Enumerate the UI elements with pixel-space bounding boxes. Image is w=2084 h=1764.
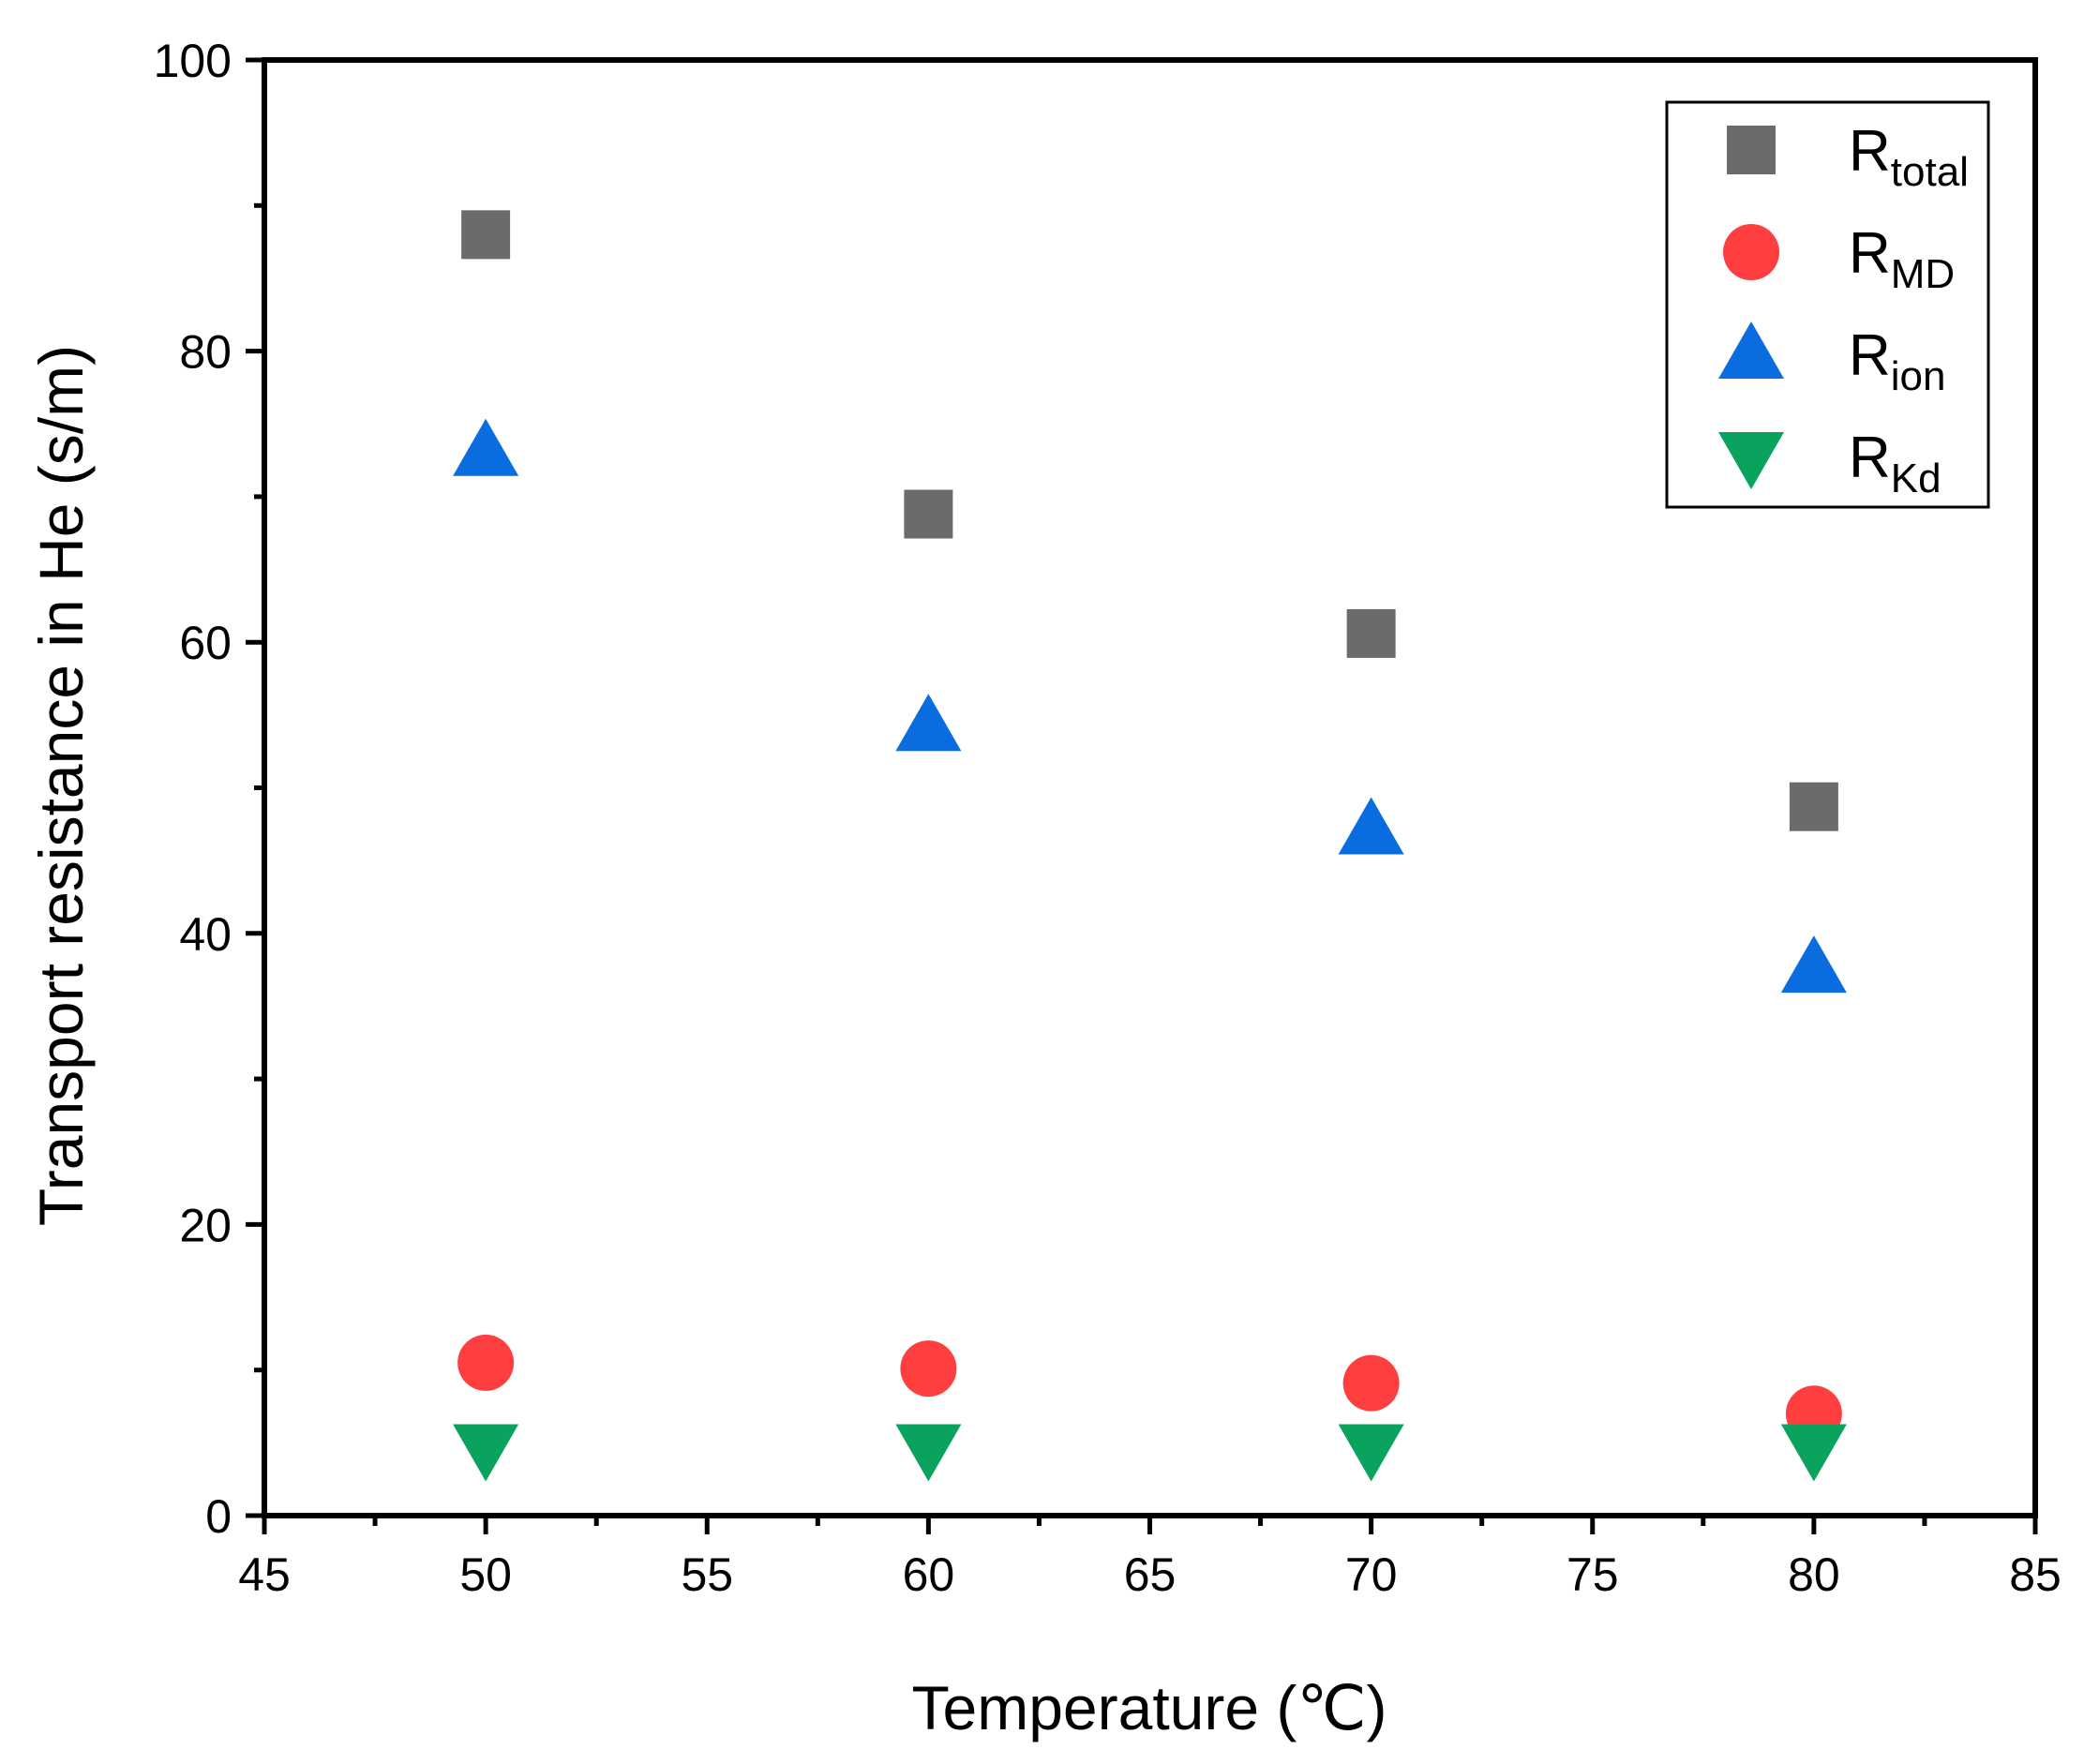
point-kd (1338, 1424, 1404, 1482)
x-tick-label: 50 (459, 1548, 512, 1601)
point-md (1342, 1354, 1400, 1412)
legend-label-main: R (1849, 119, 1891, 184)
point-ion (1338, 797, 1404, 855)
y-tick-label: 60 (179, 617, 232, 669)
point-md (457, 1334, 515, 1391)
y-tick-label: 40 (179, 908, 232, 961)
legend-marker-md (1723, 224, 1779, 280)
legend-label-subscript: ion (1891, 353, 1946, 399)
x-tick-label: 60 (903, 1548, 955, 1601)
point-total (904, 489, 953, 539)
x-tick-label: 75 (1567, 1548, 1619, 1601)
x-tick-label: 65 (1124, 1548, 1177, 1601)
point-ion (453, 418, 519, 476)
legend-box (1665, 100, 1990, 509)
point-ion (1780, 935, 1847, 994)
legend-label-kd: RKd (1849, 426, 1942, 501)
y-axis-title: Transport resistance in He (s/m) (26, 345, 96, 1226)
point-total (461, 210, 511, 260)
legend-label-ion: Rion (1849, 323, 1946, 399)
legend-label-main: R (1849, 426, 1891, 490)
point-kd (453, 1424, 519, 1482)
x-tick-label: 70 (1345, 1548, 1398, 1601)
x-tick-label: 45 (238, 1548, 291, 1601)
legend-marker-kd (1718, 432, 1784, 489)
x-tick-label: 55 (681, 1548, 733, 1601)
legend-label-subscript: MD (1891, 251, 1955, 297)
legend-label-md: RMD (1849, 221, 1955, 297)
point-total (1789, 782, 1838, 831)
legend-marker-total (1727, 126, 1776, 174)
tick-labels: 45 50 55 60 65 70 75 80 85 0 20 40 60 80 100 (154, 35, 2062, 1601)
x-tick-label: 85 (2009, 1548, 2062, 1601)
x-axis-title: Temperature (℃) (912, 1673, 1387, 1742)
point-kd (1780, 1424, 1847, 1482)
y-tick-label: 20 (179, 1199, 232, 1251)
point-md (900, 1340, 957, 1398)
data-points (453, 210, 1847, 1482)
point-ion (895, 694, 962, 752)
y-tick-label: 0 (205, 1490, 232, 1543)
y-tick-label: 100 (154, 35, 232, 87)
x-tick-label: 80 (1788, 1548, 1840, 1601)
point-total (1346, 608, 1396, 658)
legend-label-main: R (1849, 323, 1891, 388)
legend-label-subscript: Kd (1891, 456, 1942, 501)
legend-label-main: R (1849, 221, 1891, 286)
plot-frame (262, 57, 2038, 1518)
y-tick-label: 80 (179, 326, 232, 379)
axis-ticks (246, 57, 2038, 1534)
legend-label-total: Rtotal (1849, 119, 1969, 195)
legend-marker-ion (1718, 321, 1784, 379)
point-kd (895, 1424, 962, 1482)
legend-label-subscript: total (1891, 149, 1969, 195)
